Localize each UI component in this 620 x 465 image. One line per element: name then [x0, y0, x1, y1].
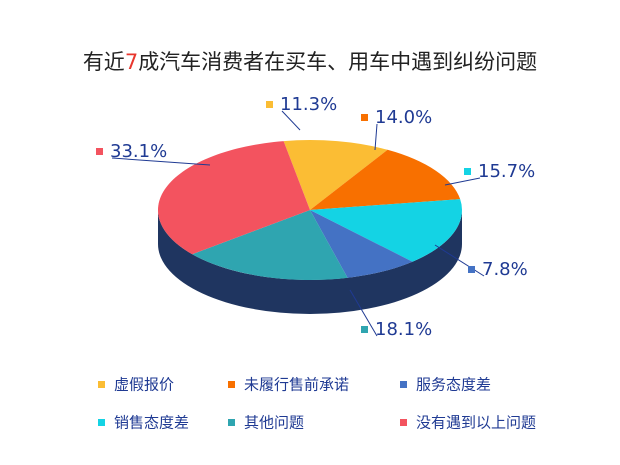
- chart-title: 有近7成汽车消费者在买车、用车中遇到纠纷问题: [83, 50, 537, 74]
- data-label: 18.1%: [375, 319, 432, 340]
- legend-label: 虚假报价: [114, 376, 174, 394]
- title-highlight: 7: [125, 50, 138, 74]
- label-marker: [468, 266, 475, 273]
- legend-marker: [98, 381, 105, 388]
- leader-line: [434, 244, 485, 277]
- data-label: 33.1%: [110, 141, 167, 162]
- leader-line: [349, 289, 378, 337]
- pie-slice: [310, 149, 461, 210]
- legend-label: 没有遇到以上问题: [416, 414, 536, 432]
- legend-marker: [228, 381, 235, 388]
- legend-label: 销售态度差: [114, 414, 189, 432]
- pie-slice: [283, 140, 388, 210]
- title-part: 有近: [83, 50, 125, 74]
- leader-line: [444, 177, 481, 186]
- legend-marker: [98, 419, 105, 426]
- pie-slice: [310, 199, 463, 262]
- label-marker: [361, 114, 368, 121]
- pie-slice: [310, 210, 413, 278]
- leader-line: [281, 110, 301, 131]
- pie-slice: [158, 141, 310, 255]
- legend-marker: [400, 419, 407, 426]
- leader-line: [111, 157, 211, 166]
- legend-label: 其他问题: [244, 414, 304, 432]
- label-marker: [464, 168, 471, 175]
- title-part: 成汽车消费者在买车、用车中遇到纠纷问题: [138, 50, 537, 74]
- label-marker: [96, 148, 103, 155]
- legend-label: 未履行售前承诺: [244, 376, 349, 394]
- data-label: 11.3%: [280, 94, 337, 115]
- legend-label: 服务态度差: [416, 376, 491, 394]
- data-label: 14.0%: [375, 107, 432, 128]
- data-label: 15.7%: [478, 161, 535, 182]
- pie-side: [158, 210, 462, 314]
- data-label: 7.8%: [482, 259, 528, 280]
- legend-marker: [228, 419, 235, 426]
- label-marker: [361, 326, 368, 333]
- pie-slice: [192, 210, 348, 280]
- label-marker: [266, 101, 273, 108]
- leader-line: [374, 123, 378, 151]
- legend-marker: [400, 381, 407, 388]
